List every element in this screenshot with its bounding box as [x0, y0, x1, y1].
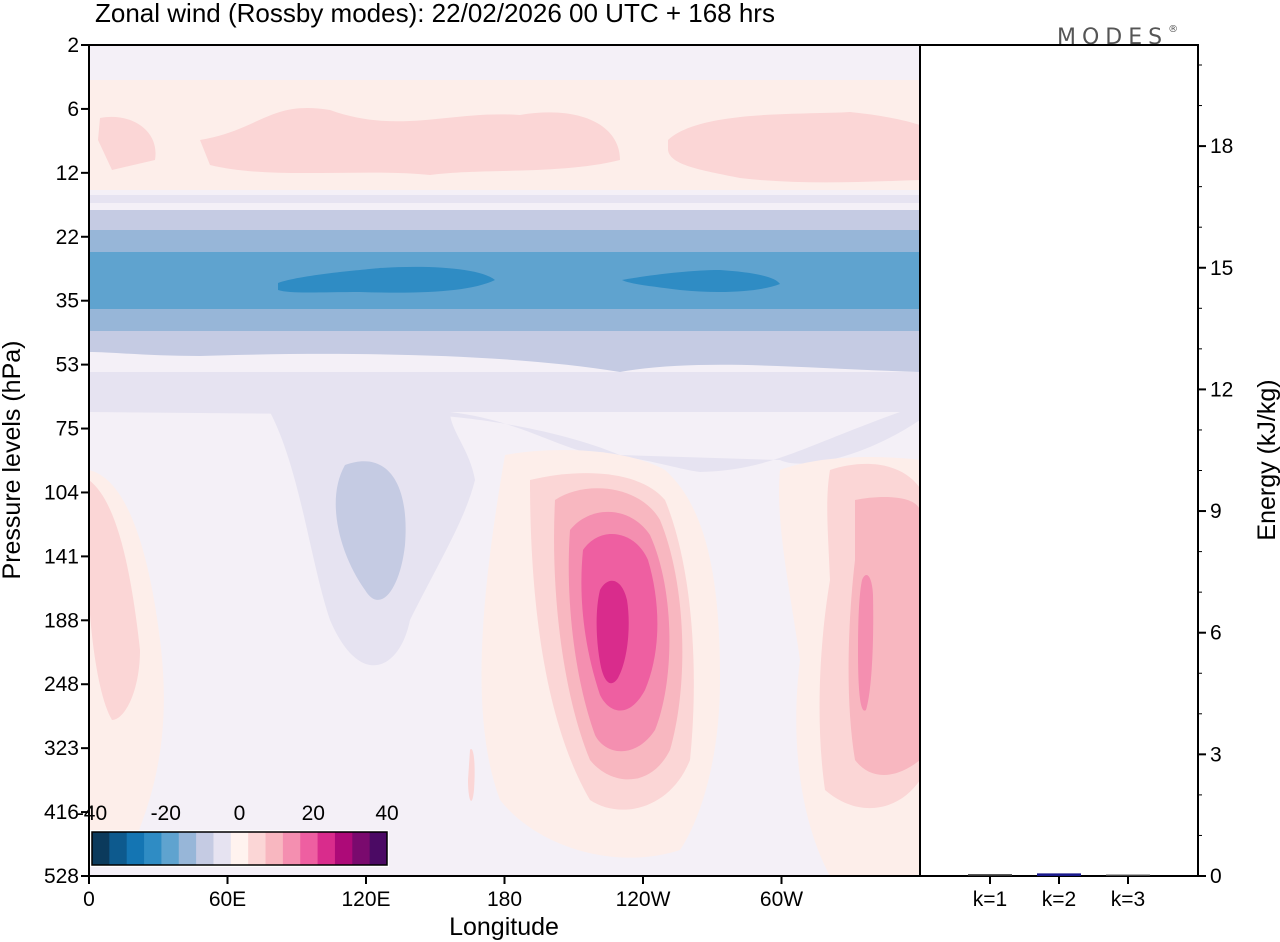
colorbar-swatch — [352, 832, 371, 865]
y-tick-label: 323 — [44, 737, 79, 760]
weak-westerly-streak — [468, 749, 475, 801]
colorbar-tick-label: 20 — [302, 802, 325, 825]
energy-bar — [1106, 874, 1150, 876]
band-mid-blue-lower — [89, 309, 920, 331]
energy-tick-label: 15 — [1210, 257, 1233, 280]
x-axis-label: Longitude — [449, 913, 559, 941]
energy-bar — [968, 874, 1012, 876]
colorbar-swatch — [282, 832, 301, 865]
energy-category-label: k=1 — [973, 888, 1007, 911]
energy-category-label: k=3 — [1111, 888, 1145, 911]
y-tick-label: 188 — [44, 609, 79, 632]
colorbar-swatch — [265, 832, 284, 865]
y-axis-label: Pressure levels (hPa) — [0, 341, 26, 580]
y-tick-label: 248 — [44, 673, 79, 696]
energy-axis: 0 3 6 9 12 15 18 — [1198, 64, 1233, 888]
colorbar-swatch — [144, 832, 162, 865]
easterly-pocket — [335, 461, 406, 600]
colorbar-swatch — [230, 832, 249, 865]
y-tick-label: 2 — [67, 34, 79, 57]
band-lavender — [89, 372, 920, 412]
chart-title: Zonal wind (Rossby modes): 22/02/2026 00… — [95, 0, 775, 28]
x-tick-label: 60E — [209, 888, 246, 911]
energy-bars: k=1 k=2 k=3 — [968, 873, 1150, 911]
band-light-blue — [89, 210, 920, 230]
y-tick-label: 53 — [56, 354, 79, 377]
easterly-core-1 — [278, 266, 495, 293]
energy-tick-label: 3 — [1210, 743, 1222, 766]
easterly-core-2 — [622, 270, 780, 292]
east-westerly-max — [858, 575, 874, 711]
energy-category-label: k=2 — [1042, 888, 1076, 911]
colorbar-swatch — [196, 832, 214, 865]
colorbar-swatch — [248, 832, 267, 865]
colorbar-swatch — [109, 832, 128, 865]
colorbar-tick-label: -20 — [151, 802, 181, 825]
y-tick-label: 104 — [44, 481, 79, 504]
energy-panel-frame — [919, 44, 1199, 877]
energy-tick-label: 6 — [1210, 622, 1222, 645]
colorbar-swatch — [126, 832, 145, 865]
y-tick-label: 22 — [56, 226, 79, 249]
energy-bar — [1037, 873, 1081, 876]
colorbar-swatch — [213, 832, 232, 865]
colorbar-swatch — [178, 832, 197, 865]
x-tick-label: 120W — [616, 888, 671, 911]
colorbar-tick-label: -40 — [77, 802, 107, 825]
x-tick-label: 180 — [487, 888, 522, 911]
y-tick-label: 141 — [44, 545, 79, 568]
x-tick-label: 0 — [83, 888, 95, 911]
colorbar-swatch — [317, 832, 336, 865]
band-mid-blue — [89, 230, 920, 252]
colorbar-swatch — [334, 832, 353, 865]
y-tick-label: 528 — [44, 865, 79, 888]
y-tick-label: 35 — [56, 290, 79, 313]
energy-axis-label: Energy (kJ/kg) — [1253, 379, 1280, 540]
band-blue — [89, 252, 920, 309]
energy-tick-label: 18 — [1210, 135, 1233, 158]
west-westerly — [89, 480, 140, 720]
central-westerly-max — [596, 580, 629, 684]
westerly-band — [98, 107, 920, 183]
longitude-axis: 0 60E 120E 180 120W 60W — [83, 876, 803, 911]
colorbar-swatch — [369, 832, 388, 865]
colorbar-tick-label: 40 — [375, 802, 398, 825]
energy-tick-label: 9 — [1210, 500, 1222, 523]
colorbar-swatch — [300, 832, 319, 865]
x-tick-label: 60W — [760, 888, 803, 911]
energy-tick-label: 0 — [1210, 865, 1222, 888]
y-tick-label: 416 — [44, 801, 79, 824]
energy-tick-label: 12 — [1210, 378, 1233, 401]
band-pale-blue — [89, 195, 920, 203]
y-tick-label: 75 — [56, 418, 79, 441]
colorbar-swatch — [161, 832, 180, 865]
colorbar: -40 -20 0 20 40 — [77, 802, 399, 867]
colorbar-swatch — [92, 832, 110, 865]
colorbar-frame — [91, 831, 388, 866]
y-tick-label: 12 — [56, 162, 79, 185]
colorbar-tick-label: 0 — [234, 802, 246, 825]
x-tick-label: 120E — [341, 888, 390, 911]
y-tick-label: 6 — [67, 98, 79, 121]
pressure-axis: 2 6 12 22 35 53 75 104 141 188 248 323 416 528 — [44, 34, 89, 888]
contour-field — [89, 45, 920, 876]
band-light-blue-lower — [89, 331, 920, 372]
